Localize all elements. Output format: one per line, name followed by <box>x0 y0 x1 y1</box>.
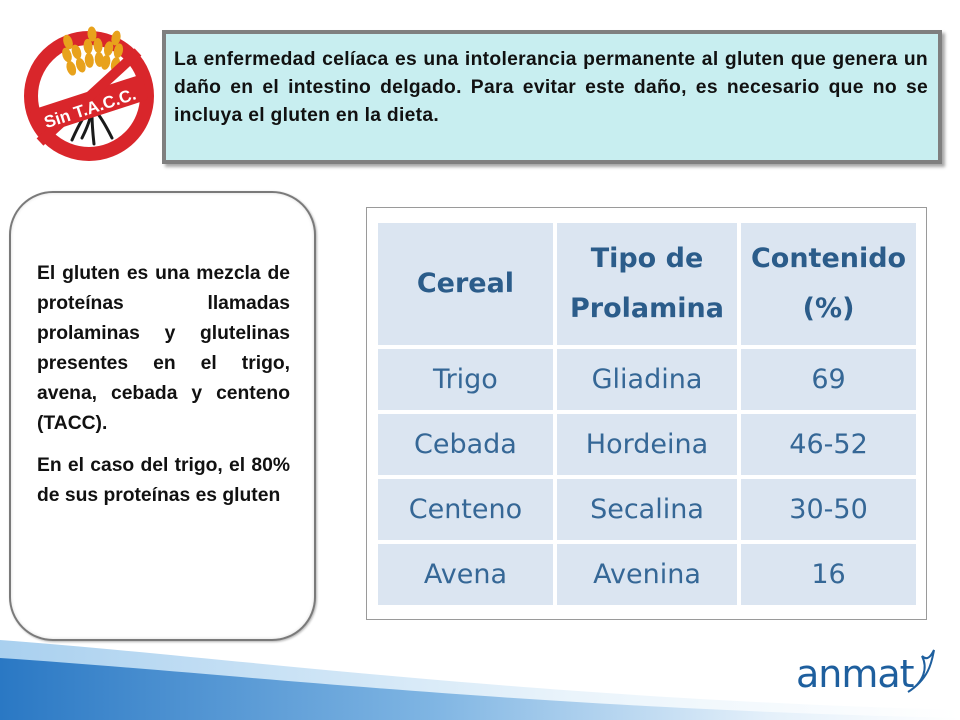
table-row: Centeno Secalina 30-50 <box>378 479 916 540</box>
anmat-brand-text: anmat <box>796 652 915 696</box>
header-prolamin-type: Tipo de Prolamina <box>556 223 738 345</box>
cell-cereal: Trigo <box>378 349 553 410</box>
cell-prolamin: Hordeina <box>556 414 738 475</box>
footer-wave-decoration <box>0 640 960 720</box>
cell-content: 16 <box>741 544 916 605</box>
table-row: Avena Avenina 16 <box>378 544 916 605</box>
anmat-logo: anmat <box>796 649 936 702</box>
cell-content: 30-50 <box>741 479 916 540</box>
cell-content: 46-52 <box>741 414 916 475</box>
wheat-icon <box>62 26 124 76</box>
table-header-row: Cereal Tipo de Prolamina Contenido (%) <box>378 223 916 345</box>
cell-prolamin: Gliadina <box>556 349 738 410</box>
header-cereal: Cereal <box>378 223 553 345</box>
anmat-swoosh-icon <box>907 649 935 693</box>
cell-cereal: Centeno <box>378 479 553 540</box>
prolamin-table: Cereal Tipo de Prolamina Contenido (%) T… <box>374 219 920 609</box>
cell-prolamin: Avenina <box>556 544 738 605</box>
wheat-protein-text: En el caso del trigo, el 80% de sus prot… <box>37 455 290 506</box>
cell-cereal: Avena <box>378 544 553 605</box>
cell-cereal: Cebada <box>378 414 553 475</box>
intro-text: La enfermedad celíaca es una intoleranci… <box>174 49 928 126</box>
sin-tacc-logo: Sin T.A.C.C. <box>24 26 154 161</box>
header-content-percent: Contenido (%) <box>741 223 916 345</box>
gluten-info-box: El gluten es una mezcla de proteínas lla… <box>9 191 316 641</box>
cell-content: 69 <box>741 349 916 410</box>
table-row: Cebada Hordeina 46-52 <box>378 414 916 475</box>
gluten-definition-text: El gluten es una mezcla de proteínas lla… <box>37 263 290 434</box>
prolamin-table-frame: Cereal Tipo de Prolamina Contenido (%) T… <box>366 207 927 620</box>
cell-prolamin: Secalina <box>556 479 738 540</box>
table-row: Trigo Gliadina 69 <box>378 349 916 410</box>
intro-box: La enfermedad celíaca es una intoleranci… <box>162 30 942 164</box>
